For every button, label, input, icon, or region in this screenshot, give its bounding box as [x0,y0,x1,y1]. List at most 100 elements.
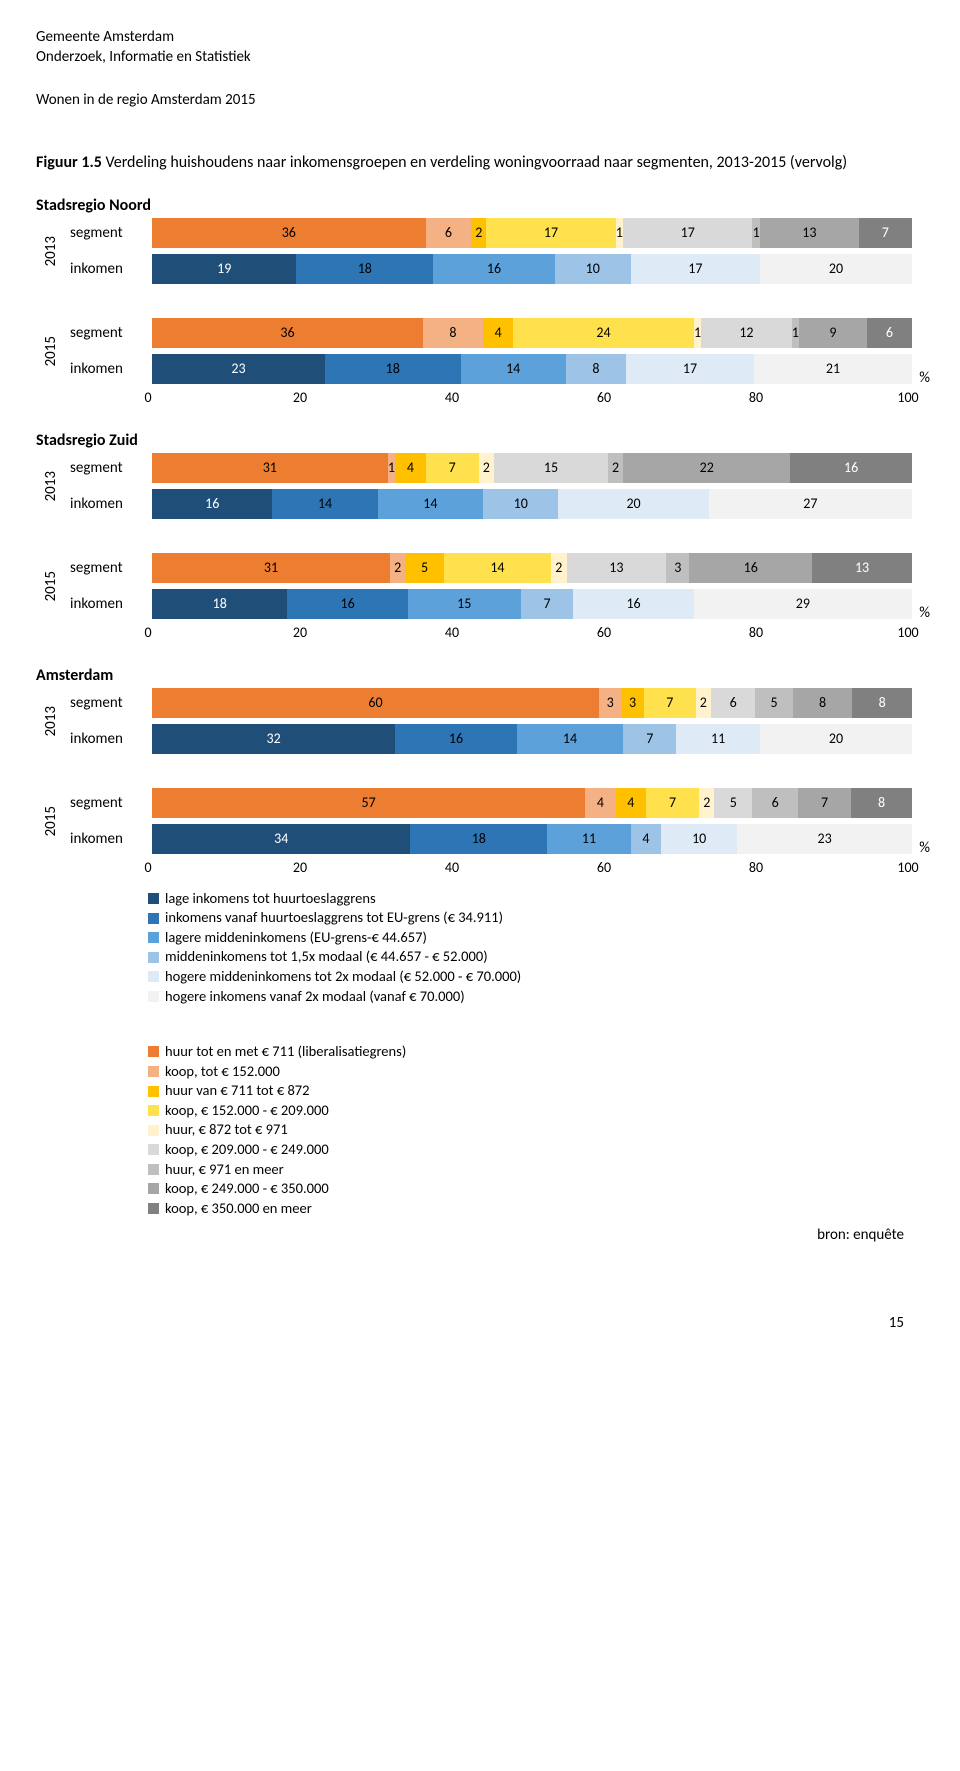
bar-segment: 18 [410,824,547,854]
bar-segment: 1 [752,218,760,248]
page-number: 15 [36,1314,904,1332]
bar-segment: 6 [752,788,798,818]
stacked-bar: 161414102027 [152,489,912,519]
axis-tick: 60 [597,389,611,406]
bar-segment: 18 [152,589,287,619]
bar-segment: 4 [483,318,513,348]
row-label-segment: segment [70,220,148,246]
stacked-bar: 5744725678 [152,788,912,818]
legend-row: huur tot en met € 711 (liberalisatiegren… [148,1042,924,1062]
row-label-segment: segment [70,555,148,581]
year-block: 2013segment3662171171137inkomen191816101… [36,215,924,287]
legend-swatch [148,1183,159,1194]
bar-segment: 14 [517,724,623,754]
legend-label: lagere middeninkomens (EU-grens-€ 44.657… [165,928,427,948]
legend-label: koop, € 152.000 - € 209.000 [165,1101,329,1121]
bar-segment: 4 [585,788,615,818]
bar-segment: 2 [699,788,714,818]
legend-row: lage inkomens tot huurtoeslaggrens [148,889,924,909]
stacked-bar: 368424112196 [152,318,912,348]
axis-tick: 0 [144,389,151,406]
axis-tick: 40 [445,859,459,876]
year-block: 2015segment31251421331613inkomen18161571… [36,550,924,622]
bar-segment: 7 [426,453,479,483]
legend-swatch [148,971,159,982]
bar-segment: 1 [792,318,800,348]
bar-segment: 8 [423,318,483,348]
bar-segment: 7 [859,218,912,248]
bar-segment: 3 [621,688,643,718]
stacked-bar: 6033726588 [152,688,912,718]
year-label: 2013 [42,236,60,266]
legend-row: middeninkomens tot 1,5x modaal (€ 44.657… [148,947,924,967]
percent-label: % [919,369,930,387]
bar-segment: 10 [661,824,737,854]
bar-segment: 23 [152,354,325,384]
legend-swatch [148,1086,159,1097]
bar-segment: 16 [790,453,912,483]
stacked-bar: 31251421331613 [152,553,912,583]
legend-label: koop, tot € 152.000 [165,1062,280,1082]
figure-prefix: Figuur 1.5 [36,153,102,172]
legend-swatch [148,893,159,904]
legend-swatch [148,1105,159,1116]
legend-row: lagere middeninkomens (EU-grens-€ 44.657… [148,928,924,948]
year-label: 2015 [42,806,60,836]
axis-tick: 100 [897,624,918,641]
bar-segment: 6 [426,218,472,248]
bar-segment: 13 [812,553,912,583]
legend-row: huur van € 711 tot € 872 [148,1081,924,1101]
legend-label: huur, € 971 en meer [165,1160,284,1180]
bar-segment: 13 [760,218,859,248]
bar-segment: 12 [701,318,791,348]
bar-segment: 6 [867,318,912,348]
bar-segment: 14 [378,489,483,519]
bar-segment: 7 [644,688,696,718]
chart-root: Stadsregio Noord2013segment3662171171137… [36,196,924,879]
x-axis: 020406080100% [148,859,908,879]
bar-segment: 20 [760,254,912,284]
bar-segment: 17 [626,354,754,384]
axis-tick: 60 [597,859,611,876]
axis-tick: 60 [597,624,611,641]
axis-tick: 0 [144,624,151,641]
bar-segment: 17 [623,218,752,248]
legend-label: middeninkomens tot 1,5x modaal (€ 44.657… [165,947,488,967]
bar-segment: 31 [152,453,388,483]
legend-segment: huur tot en met € 711 (liberalisatiegren… [148,1042,924,1218]
bar-segment: 16 [287,589,407,619]
legend-label: inkomens vanaf huurtoeslaggrens tot EU-g… [165,908,503,928]
bar-segment: 1 [616,218,624,248]
bar-segment: 11 [676,724,760,754]
bar-segment: 1 [694,318,702,348]
bar-segment: 14 [272,489,377,519]
figure-title-rest: Verdeling huishoudens naar inkomensgroep… [102,153,847,172]
bar-segment: 15 [408,589,521,619]
row-label-inkomen: inkomen [70,826,148,852]
bar-segment: 16 [152,489,272,519]
legend-swatch [148,1066,159,1077]
legend-label: lage inkomens tot huurtoeslaggrens [165,889,376,909]
bar-segment: 16 [573,589,693,619]
row-label-segment: segment [70,320,148,346]
axis-tick: 20 [293,624,307,641]
stacked-bar: 18161571629 [152,589,912,619]
bar-segment: 11 [547,824,631,854]
axis-tick: 40 [445,624,459,641]
stacked-bar: 3662171171137 [152,218,912,248]
bar-segment: 7 [623,724,676,754]
legend-row: inkomens vanaf huurtoeslaggrens tot EU-g… [148,908,924,928]
legend-swatch [148,991,159,1002]
legend-row: koop, € 152.000 - € 209.000 [148,1101,924,1121]
legend-label: hogere inkomens vanaf 2x modaal (vanaf €… [165,987,465,1007]
legend-row: koop, tot € 152.000 [148,1062,924,1082]
x-axis: 020406080100% [148,389,908,409]
row-label-inkomen: inkomen [70,591,148,617]
stacked-bar: 34181141023 [152,824,912,854]
bar-segment: 60 [152,688,599,718]
legend-swatch [148,932,159,943]
header-org: Gemeente Amsterdam [36,28,924,48]
bar-segment: 5 [714,788,752,818]
legend-row: koop, € 350.000 en meer [148,1199,924,1219]
bar-segment: 1 [388,453,396,483]
